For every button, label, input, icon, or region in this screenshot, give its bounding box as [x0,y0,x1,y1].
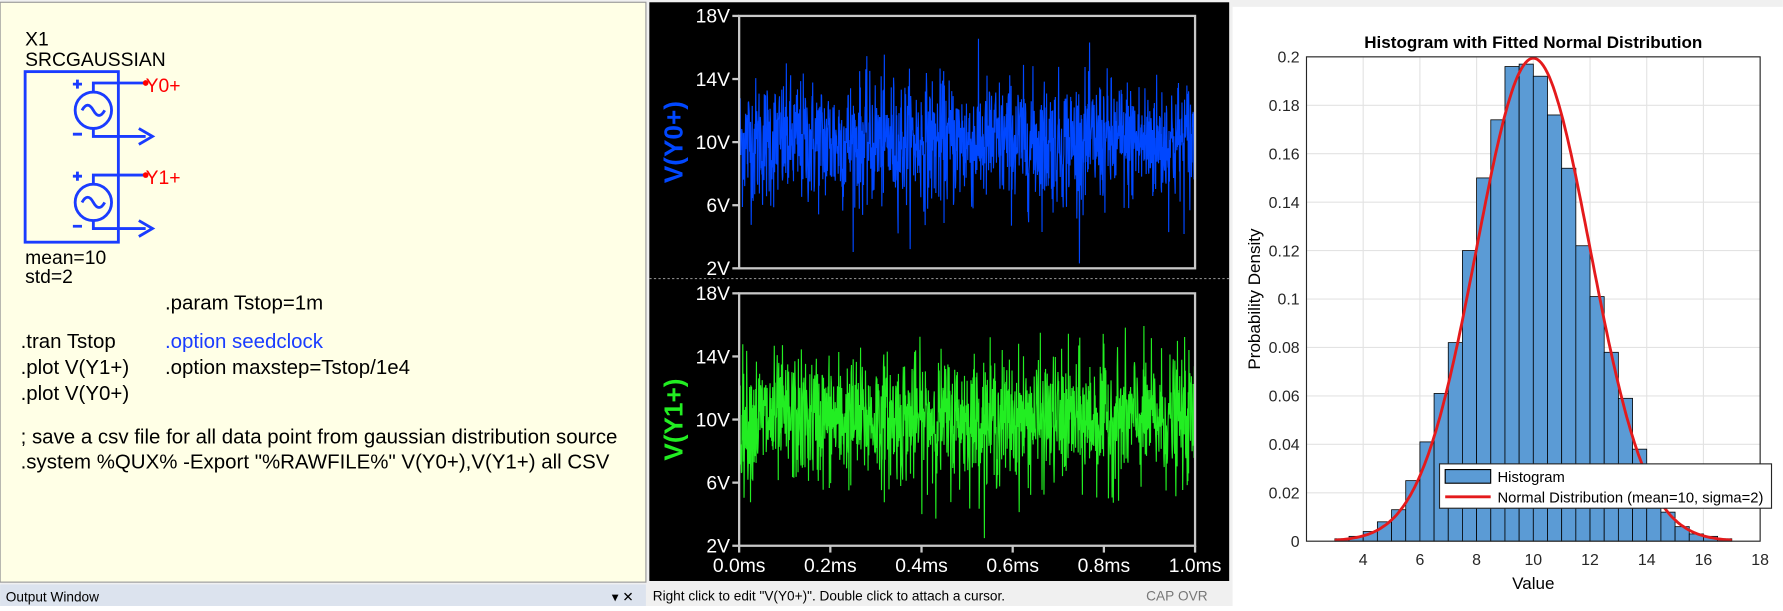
pin-label: Y0+ [146,76,181,97]
y-tick-label: 14V [696,347,730,368]
y-tick-label: 0 [1291,534,1300,551]
y-tick-label: 0.18 [1269,98,1300,115]
comment[interactable]: ; save a csv file for all data point fro… [21,425,618,448]
axes-frame [1305,56,1761,542]
directive[interactable]: .option seedclock [165,330,324,353]
indicator: CAP [1146,588,1174,603]
param: mean=10 [25,248,106,269]
x-tick-label: 14 [1638,552,1656,569]
x-tick-label: 0.8ms [1078,556,1131,577]
x-tick-label: 0.4ms [895,556,948,577]
pin-button[interactable]: ▾ ✕ [612,589,634,604]
directive[interactable]: .param Tstop=1m [165,291,323,314]
pin [142,80,149,86]
x-tick-label: 12 [1581,552,1599,569]
x-tick-label: 0.2ms [804,556,857,577]
legend-label: Histogram [1498,470,1565,486]
x-tick-label: 0.0ms [713,556,766,577]
x-tick-label: 8 [1472,552,1481,569]
x-tick-label: 16 [1695,552,1713,569]
chart-title: Histogram with Fitted Normal Distributio… [1364,33,1702,52]
x-tick-label: 10 [1524,552,1542,569]
waveform-panel[interactable] [649,2,1230,581]
y-tick-label: 0.12 [1269,243,1300,260]
y-tick-label: 0.2 [1278,50,1300,67]
y-tick-label: 6V [706,473,730,494]
y-tick-label: 0.1 [1278,292,1300,309]
trace-label: V(Y0+) [658,101,688,183]
x-tick-label: 6 [1415,552,1424,569]
indicator: OVR [1178,588,1208,603]
y-tick-label: 2V [706,537,730,558]
output-window-bar[interactable] [0,584,646,606]
fit-curve [1334,56,1732,542]
y-tick-label: 0.16 [1269,146,1300,163]
directive[interactable]: .tran Tstop [21,330,116,353]
param: std=2 [25,267,73,288]
x-tick-label: 4 [1359,552,1368,569]
status-bar [649,583,1230,606]
y-tick-label: 14V [696,70,730,91]
waveform [738,38,1196,264]
y-tick-label: 0.08 [1269,340,1300,357]
waveform [738,325,1196,539]
y-tick-label: 0.02 [1269,485,1300,502]
pin-label: Y1+ [146,168,181,189]
legend-label: Normal Distribution (mean=10, sigma=2) [1498,491,1764,507]
x-axis-label: Value [1512,574,1554,593]
directive[interactable]: .plot V(Y0+) [21,382,130,405]
x-tick-label: 18 [1751,552,1769,569]
instance: X1 [25,29,49,50]
y-tick-label: 18V [696,7,730,28]
symbol [23,70,156,244]
output-window-title: Output Window [6,589,99,604]
y-tick-label: 0.04 [1269,437,1300,454]
status-message: Right click to edit "V(Y0+)". Double cli… [653,588,1005,603]
y-tick-label: 0.06 [1269,389,1300,406]
y-tick-label: 6V [706,196,730,217]
y-tick-label: 10V [696,133,730,154]
y-tick-label: 18V [696,284,730,305]
y-axis-label: Probability Density [1245,228,1264,370]
legend-swatch [1444,468,1492,484]
x-tick-label: 0.6ms [986,556,1039,577]
y-tick-label: 10V [696,410,730,431]
directive[interactable]: .system %QUX% -Export "%RAWFILE%" V(Y0+)… [21,450,610,473]
directive[interactable]: .option maxstep=Tstop/1e4 [165,356,410,379]
x-tick-label: 1.0ms [1169,556,1222,577]
pin [142,172,149,178]
y-tick-label: 2V [706,259,730,280]
directive[interactable]: .plot V(Y1+) [21,356,130,379]
model: SRCGAUSSIAN [25,50,166,71]
y-tick-label: 0.14 [1269,195,1300,212]
legend [1438,463,1773,509]
trace-label: V(Y1+) [658,378,688,460]
